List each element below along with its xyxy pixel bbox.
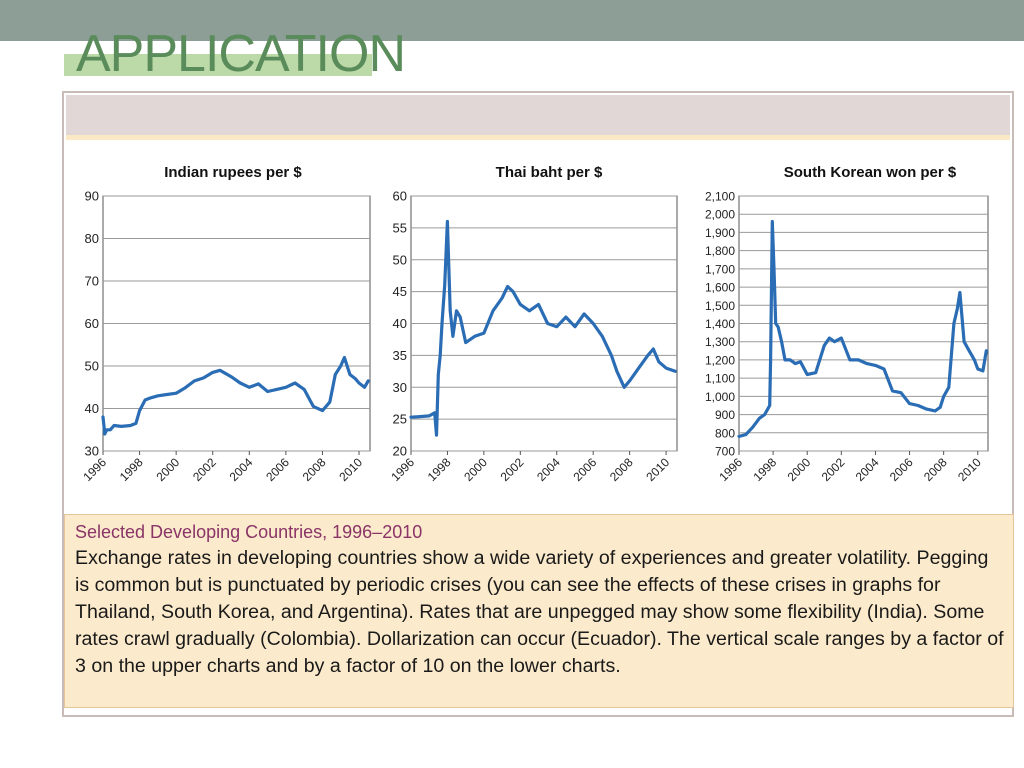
chart-3: South Korean won per $ 700 800 900 1,000 1,10… [705,164,989,484]
y-tick-label: 25 [393,412,407,427]
y-tick-label: 20 [393,444,407,459]
y-tick-label: 1,500 [705,299,735,313]
series-line [737,219,988,438]
x-tick-label: 2006 [887,455,916,484]
y-tick-label: 30 [85,444,99,459]
y-tick-label: 1,800 [705,244,735,258]
y-tick-label: 60 [393,189,407,204]
y-tick-label: 80 [85,231,99,246]
caption-box: Selected Developing Countries, 1996–2010… [64,514,1014,708]
y-tick-label: 1,300 [705,335,735,349]
y-tick-label: 1,700 [705,262,735,276]
figure-header [66,95,1010,135]
y-tick-label: 900 [715,408,735,422]
x-tick-label: 2000 [153,455,182,484]
x-tick-label: 2010 [336,455,365,484]
x-tick-label: 2004 [227,455,256,484]
y-tick-label: 40 [85,401,99,416]
x-tick-label: 2002 [819,455,848,484]
top-bar [0,0,1024,41]
x-tick-label: 2002 [190,455,219,484]
y-tick-label: 50 [393,252,407,267]
x-tick-label: 1998 [117,455,146,484]
chart-title: South Korean won per $ [784,164,957,181]
x-tick-label: 2008 [300,455,329,484]
chart-1: Indian rupees per $ 30 40 50 60 70 80 90 1996 199… [80,164,371,484]
y-tick-label: 1,400 [705,317,735,331]
x-tick-label: 2010 [643,455,672,484]
x-tick-label: 1998 [750,455,779,484]
x-tick-label: 2004 [534,455,563,484]
y-tick-label: 2,100 [705,190,735,204]
y-tick-label: 90 [85,189,99,204]
figure-header-line [66,135,1010,140]
x-tick-label: 2006 [263,455,292,484]
y-tick-label: 55 [393,220,407,235]
y-tick-label: 30 [393,380,407,395]
y-tick-label: 1,900 [705,226,735,240]
y-tick-label: 1,100 [705,372,735,386]
chart-title: Indian rupees per $ [164,164,302,181]
y-tick-label: 70 [85,274,99,289]
x-tick-label: 2004 [853,455,882,484]
x-tick-label: 2008 [607,455,636,484]
y-tick-label: 1,200 [705,353,735,367]
x-tick-label: 2008 [921,455,950,484]
x-tick-label: 1996 [80,455,109,484]
title-highlight [64,54,372,76]
x-tick-label: 1996 [716,455,745,484]
x-tick-label: 2000 [461,455,490,484]
caption-title: Selected Developing Countries, 1996–2010 [75,522,423,542]
y-tick-label: 1,600 [705,281,735,295]
y-tick-label: 50 [85,359,99,374]
series-line [409,219,677,437]
chart-title: Thai baht per $ [496,164,603,181]
chart-2: Thai baht per $ 20 25 30 35 40 45 50 55 60 1996 199… [388,164,678,484]
y-tick-label: 2,000 [705,208,735,222]
x-tick-label: 2010 [955,455,984,484]
y-tick-label: 700 [715,445,735,459]
series-line [101,355,370,436]
x-tick-label: 2006 [571,455,600,484]
y-tick-label: 35 [393,348,407,363]
x-tick-label: 2000 [785,455,814,484]
x-tick-label: 1998 [425,455,454,484]
caption-body: Exchange rates in developing countries s… [75,547,1004,677]
y-tick-label: 40 [393,316,407,331]
y-tick-label: 800 [715,426,735,440]
y-tick-label: 60 [85,316,99,331]
y-tick-label: 45 [393,284,407,299]
y-tick-label: 1,000 [705,390,735,404]
x-tick-label: 1996 [388,455,417,484]
x-tick-label: 2002 [498,455,527,484]
slide-title: APPLICATION [76,25,406,83]
